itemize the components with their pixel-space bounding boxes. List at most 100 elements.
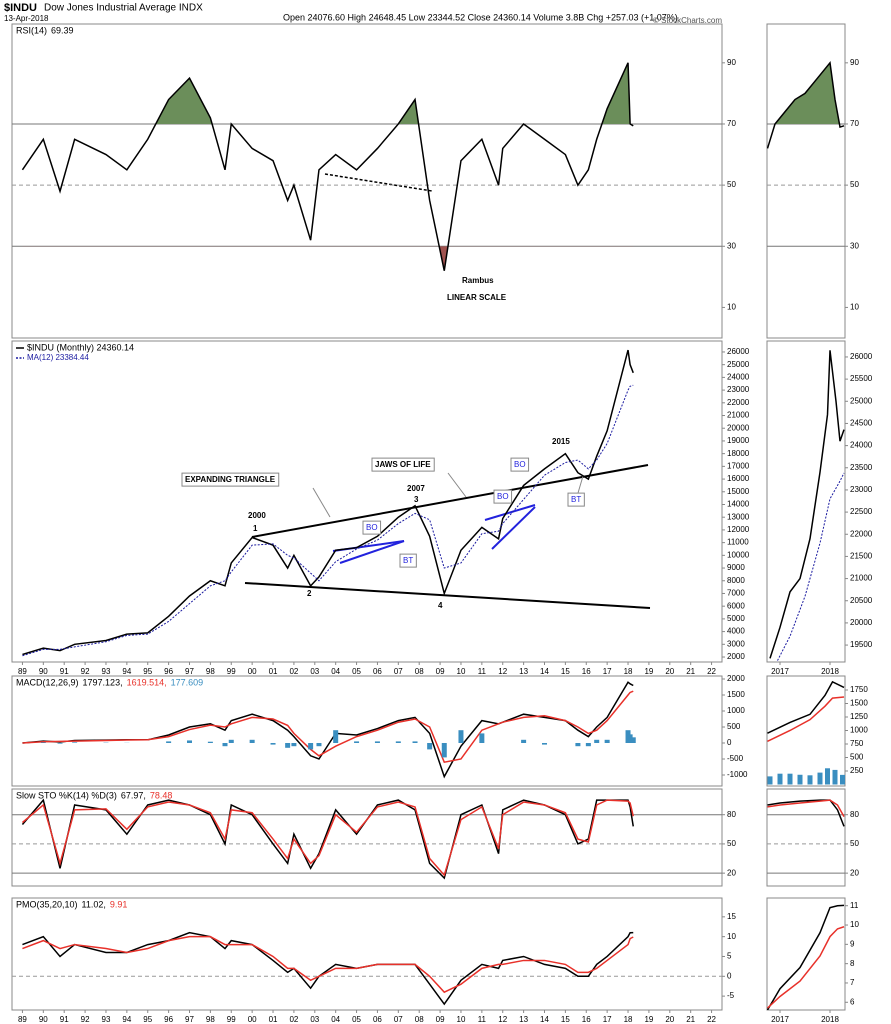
- x-tick-label: 10: [457, 1015, 466, 1024]
- annotation: 2015: [552, 437, 570, 446]
- y-tick-label: 23500: [850, 463, 873, 472]
- series-line: [769, 350, 845, 659]
- series-line: [22, 349, 634, 656]
- series-line: [22, 681, 634, 779]
- y-tick-label: 21000: [850, 574, 873, 583]
- x-tick-label: 11: [478, 1015, 487, 1024]
- annotation-box: [362, 520, 382, 535]
- x-tick-label: 12: [498, 667, 507, 676]
- y-tick-label: -1000: [727, 770, 748, 779]
- x-tick-label: 95: [143, 1015, 152, 1024]
- x-tick-label: 90: [39, 1015, 48, 1024]
- histogram-bar: [316, 742, 322, 747]
- y-tick-label: 2000: [727, 652, 745, 661]
- annotation: 2000: [248, 511, 266, 520]
- histogram-bar: [308, 742, 314, 750]
- x-tick-label: 13: [519, 667, 528, 676]
- source: © StockCharts.com: [653, 16, 722, 25]
- annotation: BT: [403, 556, 413, 565]
- panel-frame: [766, 897, 846, 1011]
- plot-area: [767, 61, 845, 247]
- x-tick-label: 06: [373, 667, 382, 676]
- plot-area: [769, 350, 845, 661]
- upper-trendline: [251, 464, 649, 538]
- histogram-bar: [458, 730, 464, 743]
- series-line: [767, 799, 845, 827]
- legend-label: MACD(12,26,9): [16, 677, 79, 687]
- x-tick-label: 91: [60, 667, 69, 676]
- histogram-bar: [840, 774, 845, 785]
- y-tick-label: 10: [727, 303, 736, 312]
- panel: 2000300040005000600070008000900010000110…: [11, 340, 750, 676]
- histogram-bar: [57, 742, 63, 744]
- histogram-bar: [222, 742, 228, 747]
- y-tick-label: 30: [727, 241, 736, 250]
- x-tick-label: 90: [39, 667, 48, 676]
- y-tick-label: 21000: [727, 411, 750, 420]
- annotation-box: [493, 489, 513, 504]
- y-tick-label: 0: [727, 738, 732, 747]
- y-tick-label: 90: [727, 58, 736, 67]
- x-tick-label: 17: [603, 1015, 612, 1024]
- y-tick-label: 18000: [727, 449, 750, 458]
- legend-entry: 11.02,: [82, 899, 106, 909]
- lower-trendline: [244, 582, 651, 609]
- y-tick-label: 2000: [727, 674, 745, 683]
- y-tick-label: 6000: [727, 601, 745, 610]
- histogram-bar: [630, 737, 636, 743]
- drawings: [244, 173, 651, 609]
- y-tick-label: 9000: [727, 563, 745, 572]
- x-tick-label: 08: [415, 1015, 424, 1024]
- y-tick-label: 7: [850, 978, 855, 987]
- x-tick-label: 16: [582, 667, 591, 676]
- x-tick-label: 00: [248, 667, 257, 676]
- histogram-bar: [575, 742, 581, 747]
- histogram-bar: [395, 741, 401, 743]
- y-tick-label: -5: [727, 991, 735, 1000]
- x-tick-label: 05: [352, 667, 361, 676]
- y-tick-label: 11000: [727, 538, 749, 547]
- x-tick-label: 02: [289, 1015, 298, 1024]
- y-tick-label: 25500: [850, 374, 873, 383]
- x-tick-label: 93: [102, 667, 111, 676]
- y-tick-label: 4000: [727, 627, 745, 636]
- y-tick-label: 13000: [727, 512, 750, 521]
- y-tick-label: 90: [850, 58, 859, 67]
- symbol-name: Dow Jones Industrial Average INDX: [44, 3, 203, 14]
- x-tick-label: 04: [331, 1015, 340, 1024]
- x-tick-label: 19: [644, 1015, 653, 1024]
- y-tick-label: 20: [727, 868, 736, 877]
- plot-area: [12, 62, 722, 271]
- histogram-bar: [807, 775, 813, 785]
- y-tick-label: 26000: [727, 347, 750, 356]
- y-tick-label: 22000: [727, 398, 750, 407]
- annotation: JAWS OF LIFE: [375, 460, 431, 469]
- legend-label: PMO(35,20,10): [16, 899, 78, 909]
- plot-area: [767, 904, 845, 1010]
- x-tick-label: 2018: [821, 667, 839, 676]
- x-tick-label: 10: [457, 667, 466, 676]
- y-tick-label: 50: [850, 839, 859, 848]
- x-tick-label: 11: [478, 667, 487, 676]
- panel: 10 30 50 70 90 RSI(14) 69.39 Rambus LINEAR SCALE: [11, 23, 736, 339]
- x-tick-label: 92: [81, 1015, 90, 1024]
- histogram-bar: [40, 742, 46, 743]
- x-tick-label: 94: [122, 667, 131, 676]
- x-tick-label: 2017: [771, 667, 789, 676]
- annotation: LINEAR SCALE: [447, 293, 507, 302]
- wedge-line: [339, 540, 405, 564]
- series-line: [767, 680, 845, 734]
- x-tick-label: 07: [394, 667, 403, 676]
- annotation-box: [567, 492, 585, 507]
- histogram-bar: [604, 739, 610, 743]
- histogram-bar: [72, 742, 78, 743]
- x-tick-label: 89: [18, 667, 27, 676]
- y-tick-label: 14000: [727, 500, 750, 509]
- y-tick-label: 1500: [850, 699, 868, 708]
- x-tick-label: 22: [707, 1015, 716, 1024]
- annotation: BO: [514, 460, 526, 469]
- histogram-bar: [249, 739, 255, 743]
- y-tick-label: 21500: [850, 552, 873, 561]
- y-tick-label: 1500: [727, 690, 745, 699]
